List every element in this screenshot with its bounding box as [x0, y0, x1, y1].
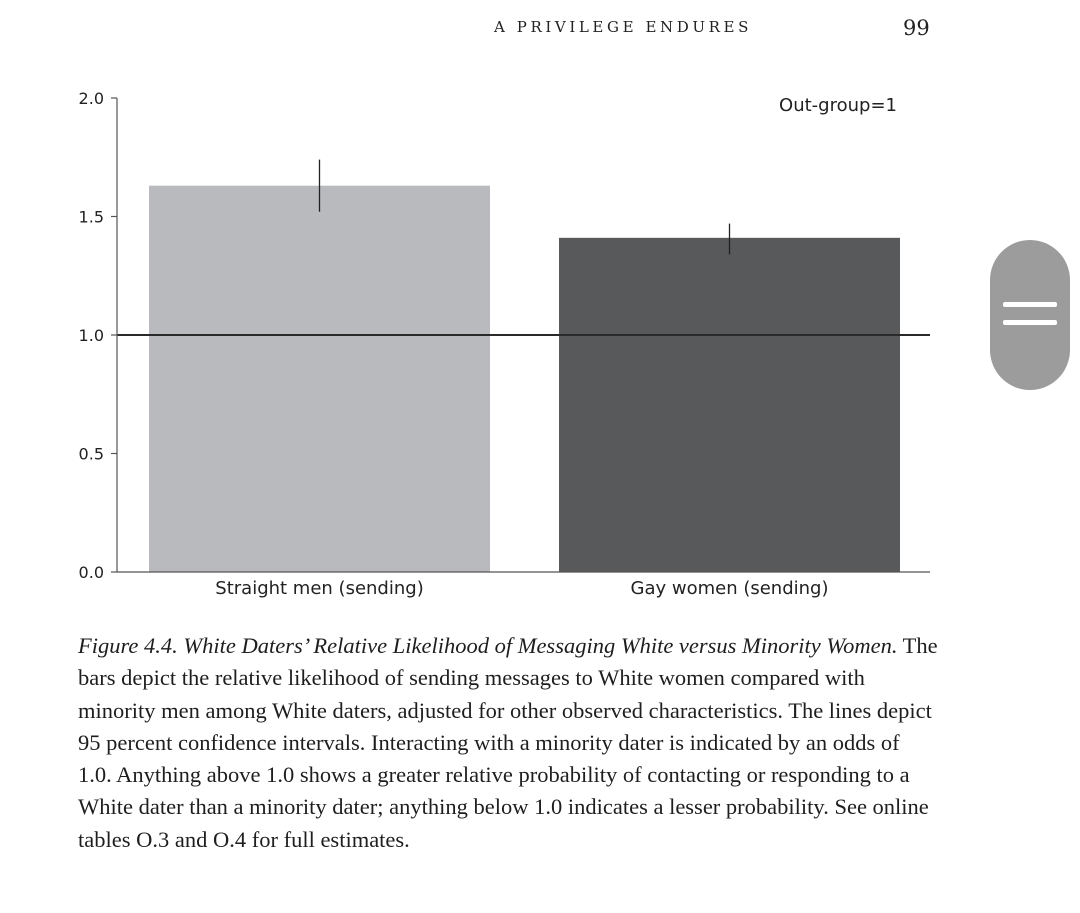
bar-chart: 0.0 0.5 1.0 1.5 2.0 Straight men (sending) Gay…: [79, 89, 930, 599]
figure-caption: Figure 4.4. White Daters’ Relative Likel…: [78, 630, 938, 856]
y-tick-label-2: 1.0: [79, 326, 104, 345]
drag-handle-icon: [1003, 302, 1057, 307]
bar-1: [559, 237, 900, 572]
y-tick-label-4: 2.0: [79, 89, 104, 108]
page-number: 99: [903, 16, 930, 40]
y-tick-label-0: 0.0: [79, 563, 104, 582]
caption-lead: Figure 4.4. White Daters’ Relative Likel…: [78, 633, 898, 658]
bar-0: [149, 185, 490, 572]
caption-body: The bars depict the relative likelihood …: [78, 633, 938, 852]
scroll-handle[interactable]: [990, 240, 1070, 390]
y-tick-label-1: 0.5: [79, 445, 104, 464]
y-tick-label-3: 1.5: [79, 208, 104, 227]
running-head: A PRIVILEGE ENDURES: [494, 18, 752, 36]
drag-handle-icon-line: [1003, 320, 1057, 325]
category-label-1: Gay women (sending): [631, 578, 829, 599]
category-label-0: Straight men (sending): [215, 578, 423, 599]
out-group-annotation: Out-group=1: [779, 95, 897, 116]
